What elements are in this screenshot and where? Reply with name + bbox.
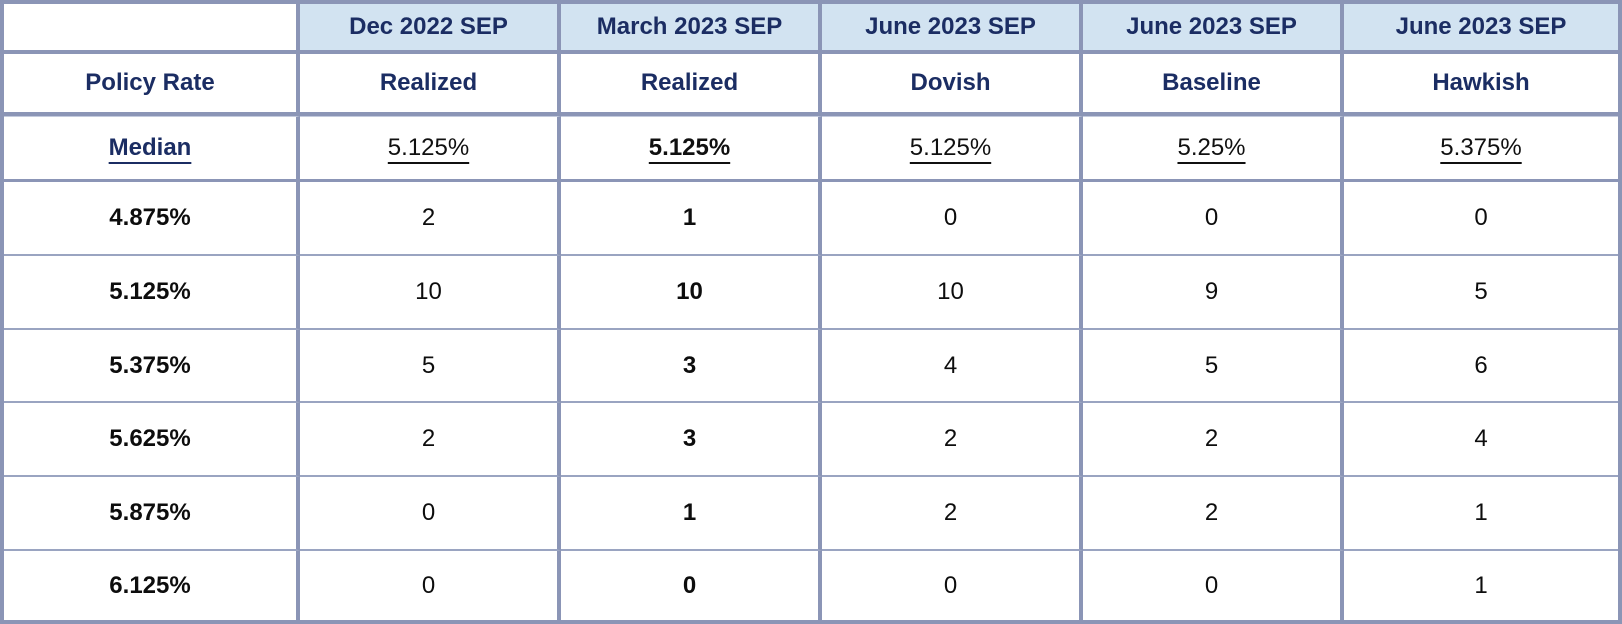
count-cell: 0	[822, 551, 1083, 620]
count-cell: 10	[561, 255, 822, 330]
period-header-june-2023-baseline: June 2023 SEP	[1083, 4, 1344, 54]
rate-row-5-125: 5.125% 10 10 10 9 5	[4, 255, 1618, 330]
count-cell: 2	[822, 477, 1083, 552]
count-cell: 1	[561, 182, 822, 256]
count-cell: 10	[300, 255, 561, 330]
count-cell: 0	[300, 551, 561, 620]
count-cell: 0	[1083, 551, 1344, 620]
count-cell: 2	[1083, 403, 1344, 478]
rate-label-cell: 6.125%	[4, 551, 300, 620]
scenario-header-hawkish: Hawkish	[1344, 54, 1618, 116]
rate-row-4-875: 4.875% 2 1 0 0 0	[4, 182, 1618, 256]
median-value-cell: 5.125%	[561, 116, 822, 182]
rate-row-6-125: 6.125% 0 0 0 0 1	[4, 551, 1618, 620]
count-cell: 2	[822, 403, 1083, 478]
row-header-policy-rate: Policy Rate	[4, 54, 300, 116]
median-value-cell: 5.125%	[822, 116, 1083, 182]
rate-label-cell: 5.125%	[4, 255, 300, 330]
rate-label-cell: 4.875%	[4, 182, 300, 256]
period-header-row: Dec 2022 SEP March 2023 SEP June 2023 SE…	[4, 4, 1618, 54]
count-cell: 3	[561, 329, 822, 404]
count-cell: 3	[561, 403, 822, 478]
count-cell: 5	[300, 329, 561, 404]
count-cell: 0	[1344, 182, 1618, 256]
count-cell: 0	[1083, 182, 1344, 256]
count-cell: 4	[822, 329, 1083, 404]
count-cell: 0	[561, 551, 822, 620]
median-value-cell: 5.25%	[1083, 116, 1344, 182]
median-value-cell: 5.125%	[300, 116, 561, 182]
scenario-header-realized-dec: Realized	[300, 54, 561, 116]
count-cell: 5	[1344, 256, 1618, 330]
scenario-header-row: Policy Rate Realized Realized Dovish Bas…	[4, 54, 1618, 116]
count-cell: 5	[1083, 329, 1344, 404]
rate-label-cell: 5.875%	[4, 477, 300, 552]
median-value-cell: 5.375%	[1344, 116, 1618, 182]
scenario-header-baseline: Baseline	[1083, 54, 1344, 116]
rate-row-5-375: 5.375% 5 3 4 5 6	[4, 329, 1618, 404]
count-cell: 2	[300, 403, 561, 478]
rate-label-cell: 5.625%	[4, 403, 300, 478]
period-header-june-2023-dovish: June 2023 SEP	[822, 4, 1083, 54]
count-cell: 4	[1344, 403, 1618, 478]
count-cell: 1	[1344, 477, 1618, 552]
period-header-march-2023: March 2023 SEP	[561, 4, 822, 54]
rate-row-5-875: 5.875% 0 1 2 2 1	[4, 477, 1618, 552]
count-cell: 2	[300, 182, 561, 256]
count-cell: 0	[822, 182, 1083, 256]
count-cell: 1	[1474, 571, 1488, 599]
corner-cell	[4, 4, 300, 54]
scenario-header-dovish: Dovish	[822, 54, 1083, 116]
rate-row-5-625: 5.625% 2 3 2 2 4	[4, 403, 1618, 478]
period-header-dec-2022: Dec 2022 SEP	[300, 4, 561, 54]
count-cell: 1	[561, 477, 822, 552]
scenario-header-realized-march: Realized	[561, 54, 822, 116]
count-cell: 2	[1083, 477, 1344, 552]
count-cell: 6	[1344, 330, 1618, 404]
median-row: Median 5.125% 5.125% 5.125% 5.25% 5.375%	[4, 116, 1618, 182]
count-cell: 10	[822, 255, 1083, 330]
median-label-cell: Median	[4, 116, 300, 182]
rate-label-cell: 5.375%	[4, 329, 300, 404]
period-header-june-2023-hawkish: June 2023 SEP	[1344, 4, 1618, 54]
count-cell: 9	[1083, 255, 1344, 330]
count-cell: 0	[300, 477, 561, 552]
